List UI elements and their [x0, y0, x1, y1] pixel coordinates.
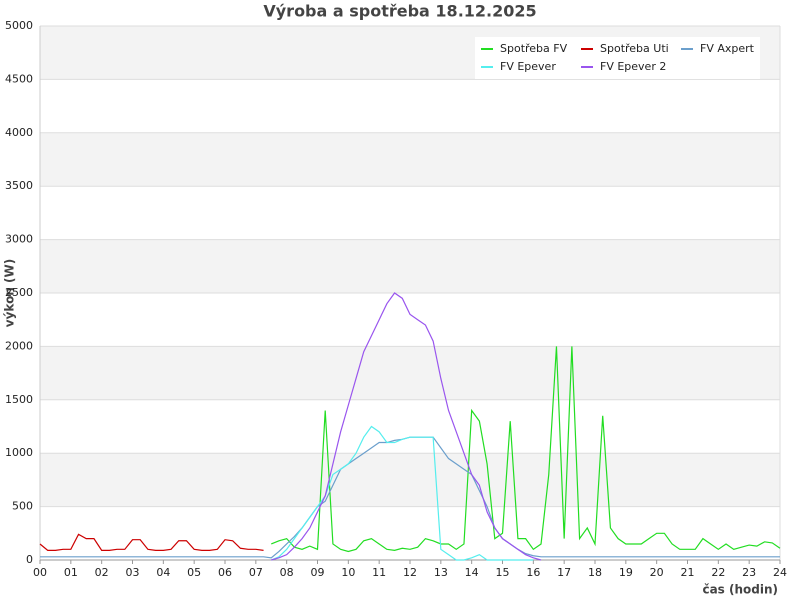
x-tick-label: 06: [218, 566, 232, 579]
x-tick-label: 20: [650, 566, 664, 579]
legend-label: FV Axpert: [700, 42, 755, 55]
x-tick-label: 19: [619, 566, 633, 579]
x-tick-label: 04: [156, 566, 170, 579]
grid-band: [40, 132, 780, 187]
x-tick-label: 03: [126, 566, 140, 579]
y-tick-label: 5000: [5, 19, 33, 32]
x-tick-label: 10: [341, 566, 355, 579]
y-tick-label: 4500: [5, 72, 33, 85]
x-tick-label: 23: [742, 566, 756, 579]
grid-band: [40, 239, 780, 293]
x-tick-label: 24: [773, 566, 787, 579]
x-tick-label: 14: [465, 566, 479, 579]
series-line: [271, 425, 534, 561]
grid-band: [40, 453, 780, 507]
legend: Spotřeba FV Spotřeba Uti FV Axpert FV Epeve…: [475, 37, 760, 79]
x-tick-label: 09: [311, 566, 325, 579]
series-line: [271, 346, 781, 553]
y-tick-label: 1500: [5, 393, 33, 406]
y-tick-label: 2500: [5, 286, 33, 299]
y-tick-label: 3000: [5, 233, 33, 246]
series-line: [271, 292, 542, 561]
plot-area: [39, 25, 781, 564]
x-tick-label: 01: [64, 566, 78, 579]
x-tick-label: 02: [95, 566, 109, 579]
legend-box: [475, 37, 760, 79]
x-tick-label: 22: [711, 566, 725, 579]
series-line: [39, 533, 264, 551]
x-tick-label: 11: [372, 566, 386, 579]
x-tick-label: 18: [588, 566, 602, 579]
x-tick-label: 17: [557, 566, 571, 579]
y-tick-label: 1000: [5, 446, 33, 459]
y-tick-label: 3500: [5, 179, 33, 192]
x-tick-label: 00: [33, 566, 47, 579]
x-tick-label: 12: [403, 566, 417, 579]
x-tick-label: 05: [187, 566, 201, 579]
x-tick-label: 07: [249, 566, 263, 579]
y-tick-label: 4000: [5, 126, 33, 139]
x-axis-label: čas (hodin): [702, 583, 778, 597]
legend-label: FV Epever 2: [600, 60, 666, 73]
x-tick-label: 13: [434, 566, 448, 579]
x-tick-label: 21: [681, 566, 695, 579]
x-tick-label: 08: [280, 566, 294, 579]
chart-title: Výroba a spotřeba 18.12.2025: [263, 2, 536, 21]
legend-label: Spotřeba FV: [500, 42, 568, 55]
grid-band: [40, 346, 780, 400]
x-tick-label: 16: [526, 566, 540, 579]
y-tick-label: 500: [12, 500, 33, 513]
legend-label: Spotřeba Uti: [600, 42, 669, 55]
y-tick-label: 0: [26, 553, 33, 566]
x-tick-label: 15: [496, 566, 510, 579]
y-axis-label: výkon (W): [3, 259, 17, 327]
legend-label: FV Epever: [500, 60, 556, 73]
y-tick-label: 2000: [5, 339, 33, 352]
